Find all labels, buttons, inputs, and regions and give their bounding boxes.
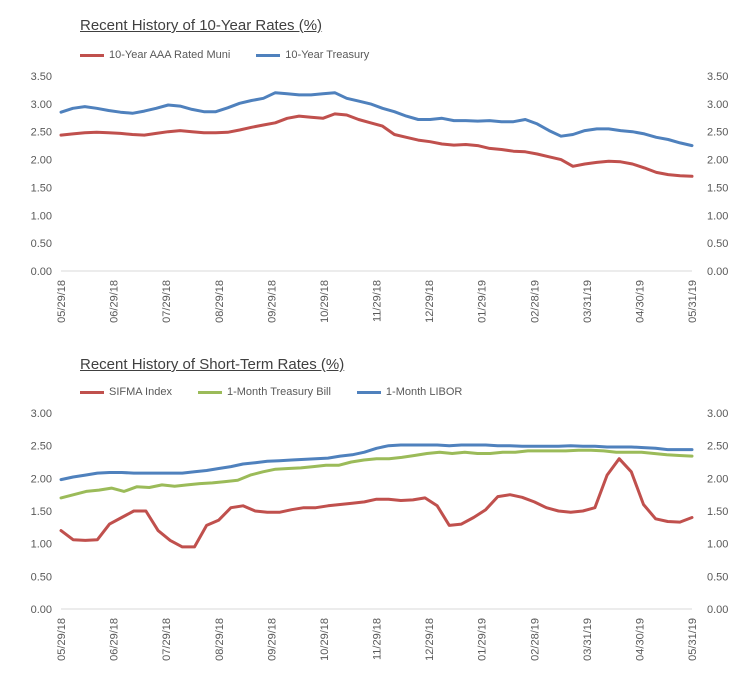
- chart2-legend-swatch-sifma: [80, 390, 104, 394]
- chart2-legend-label-tbill: 1-Month Treasury Bill: [226, 386, 331, 398]
- chart2-x-tick: 03/31/19: [582, 618, 594, 661]
- chart1-y-tick-left: 2.50: [31, 127, 52, 139]
- chart2-y-tick-left: 1.00: [31, 539, 52, 551]
- chart2-x-tick: 05/31/19: [687, 618, 699, 661]
- chart2-x-tick: 05/29/18: [56, 618, 68, 661]
- chart2-legend-label-libor: 1-Month LIBOR: [385, 386, 463, 398]
- chart1-x-tick: 09/29/18: [266, 280, 278, 323]
- chart2-y-tick-right: 0.50: [707, 571, 728, 583]
- chart1-legend-item-treasury: 10-Year Treasury: [256, 49, 369, 61]
- chart1-legend: 10-Year AAA Rated Muni 10-Year Treasury: [80, 49, 395, 61]
- chart2-y-tick-right: 3.00: [707, 408, 728, 420]
- chart2-y-tick-left: 2.00: [31, 473, 52, 485]
- chart1-series-10-year-aaa-rated-muni: [59, 112, 694, 178]
- chart1-x-tick: 07/29/18: [161, 280, 173, 323]
- chart2-y-tick-left: 0.00: [31, 604, 52, 616]
- chart2-y-tick-left: 0.50: [31, 571, 52, 583]
- chart1-series-10-year-treasury: [59, 91, 694, 148]
- chart2-y-tick-right: 1.00: [707, 539, 728, 551]
- chart1-y-tick-right: 3.50: [707, 71, 728, 83]
- chart2-x-tick: 01/29/19: [477, 618, 489, 661]
- chart2-x-tick: 10/29/18: [319, 618, 331, 661]
- chart2-x-tick: 09/29/18: [266, 618, 278, 661]
- chart1-x-tick: 06/29/18: [109, 280, 121, 323]
- chart1-legend-item-muni: 10-Year AAA Rated Muni: [80, 49, 230, 61]
- chart2-legend-swatch-tbill: [197, 390, 222, 394]
- chart2-x-tick: 07/29/18: [161, 618, 173, 661]
- chart2-legend-item-sifma: SIFMA Index: [80, 386, 172, 398]
- chart1-x-tick: 11/29/18: [372, 280, 384, 322]
- chart1-y-tick-right: 1.00: [707, 210, 728, 222]
- chart1-y-tick-left: 0.00: [31, 266, 52, 278]
- chart1-y-tick-left: 2.00: [31, 155, 52, 167]
- chart1-y-tick-right: 0.00: [707, 266, 728, 278]
- chart1-y-tick-right: 2.00: [707, 155, 728, 167]
- chart1-y-tick-left: 3.00: [31, 99, 52, 111]
- chart1-y-tick-left: 1.00: [31, 210, 52, 222]
- chart2-x-tick: 06/29/18: [109, 618, 121, 661]
- chart1-y-tick-right: 0.50: [707, 238, 728, 250]
- chart1-x-tick: 10/29/18: [319, 280, 331, 323]
- chart1-legend-swatch-muni: [80, 53, 104, 57]
- chart2-legend: SIFMA Index 1-Month Treasury Bill 1-Mont…: [80, 386, 488, 398]
- chart2-legend-label-sifma: SIFMA Index: [109, 386, 172, 398]
- chart1-y-tick-left: 3.50: [31, 71, 52, 83]
- chart2-y-tick-left: 3.00: [31, 408, 52, 420]
- chart1-x-tick: 08/29/18: [214, 280, 226, 323]
- chart1-y-tick-left: 0.50: [31, 238, 52, 250]
- chart1-x-tick: 04/30/19: [634, 280, 646, 323]
- chart1-y-tick-left: 1.50: [31, 182, 52, 194]
- chart1-x-tick: 05/29/18: [56, 280, 68, 323]
- chart2-x-tick: 08/29/18: [214, 618, 226, 661]
- chart1-y-tick-right: 3.00: [707, 99, 728, 111]
- chart2-x-tick: 02/28/19: [529, 618, 541, 661]
- chart1-x-tick: 03/31/19: [582, 280, 594, 323]
- chart2-x-tick: 04/30/19: [634, 618, 646, 661]
- chart1-y-tick-right: 2.50: [707, 127, 728, 139]
- chart1: 0.00 0.00 0.50 0.50 1.00 1.00 1.50 1.50 2.00 2.00…: [31, 71, 729, 323]
- chart2-y-tick-right: 2.00: [707, 473, 728, 485]
- chart2-legend-item-tbill: 1-Month Treasury Bill: [197, 386, 331, 398]
- chart2-y-tick-right: 2.50: [707, 441, 728, 453]
- chart2: 0.00 0.00 0.50 0.50 1.00 1.00 1.50 1.50 2.00 2.00…: [31, 408, 729, 661]
- chart2-x-tick: 12/29/18: [424, 618, 436, 661]
- chart2-legend-item-libor: 1-Month LIBOR: [356, 386, 463, 398]
- chart2-y-tick-left: 2.50: [31, 441, 52, 453]
- chart2-x-tick: 11/29/18: [372, 618, 384, 660]
- chart1-legend-label-treasury: 10-Year Treasury: [285, 49, 370, 61]
- chart1-x-tick: 02/28/19: [529, 280, 541, 323]
- chart1-legend-swatch-treasury: [256, 53, 281, 57]
- chart2-y-tick-left: 1.50: [31, 506, 52, 518]
- chart2-series-1-month-treasury-bill: [59, 448, 694, 500]
- chart2-y-tick-right: 0.00: [707, 604, 728, 616]
- chart1-x-tick: 05/31/19: [687, 280, 699, 323]
- chart1-x-tick: 12/29/18: [424, 280, 436, 323]
- chart2-title: Recent History of Short-Term Rates (%): [80, 356, 345, 373]
- chart2-legend-swatch-libor: [356, 390, 381, 394]
- chart1-x-tick: 01/29/19: [477, 280, 489, 323]
- chart2-y-tick-right: 1.50: [707, 506, 728, 518]
- chart2-series-sifma-index: [59, 457, 694, 549]
- chart2-series-1-month-libor: [59, 443, 694, 482]
- chart1-legend-label-muni: 10-Year AAA Rated Muni: [109, 49, 231, 61]
- chart1-y-tick-right: 1.50: [707, 182, 728, 194]
- chart1-title: Recent History of 10-Year Rates (%): [80, 17, 323, 34]
